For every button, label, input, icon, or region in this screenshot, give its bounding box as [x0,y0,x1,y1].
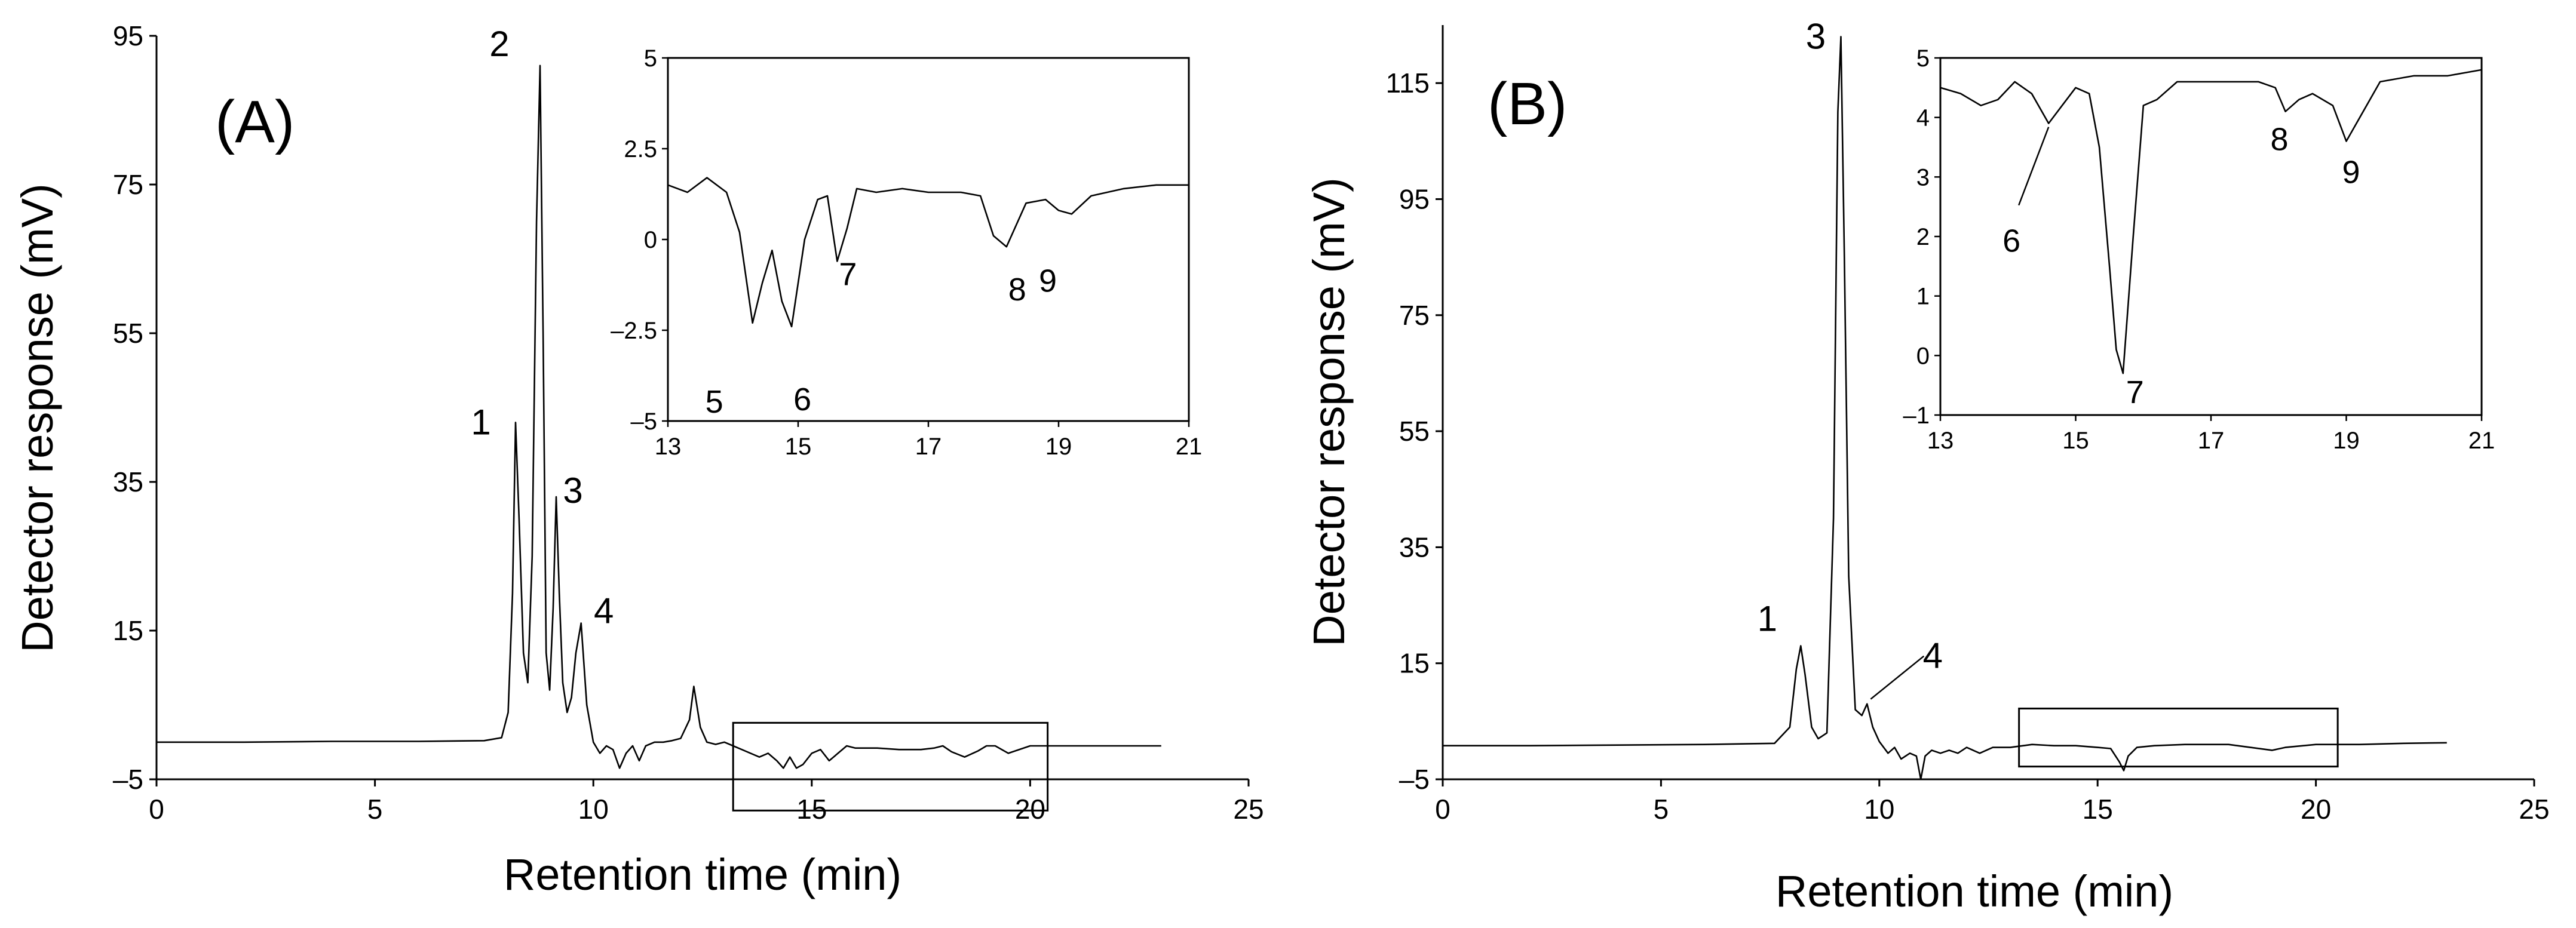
inset-y-tick-label: 2 [1916,224,1930,250]
zoom-region-rect [732,721,1049,812]
inset-peak-label-7: 7 [2126,374,2144,410]
inset-y-tick-label: 0 [644,227,657,253]
panel-b-y-axis-title: Detector response (mV) [1304,177,1354,647]
y-tick-label: –5 [113,764,143,795]
peak-label-2: 2 [489,24,509,64]
panel-a-y-axis-title: Detector response (mV) [13,183,62,653]
y-tick-label: 15 [1399,648,1430,679]
y-tick-label: 95 [1399,183,1430,214]
x-tick-label: 10 [1864,794,1894,825]
inset-peak-label-6: 6 [2002,223,2020,259]
inset-x-tick-label: 19 [1045,434,1072,460]
y-tick-label: 55 [113,318,143,349]
inset-peak-label-6: 6 [793,382,811,417]
panel-b-peak-labels: 1 3 4 [1758,16,1943,700]
inset-y-tick-label: 4 [1916,105,1930,131]
peak-label-4: 4 [1923,636,1943,676]
x-tick-label: 15 [2083,794,2113,825]
panel-b-zoom-box [2018,707,2339,768]
panel-b-x-ticks: 0 5 10 15 20 25 [1435,779,2550,825]
inset-x-tick-label: 17 [2198,428,2225,454]
inset-y-tick-label: 5 [644,45,657,72]
panel-b-x-axis-title: Retention time (min) [1775,866,2173,916]
y-tick-label: 75 [113,169,143,200]
y-tick-label: 15 [113,615,143,646]
y-tick-label: 95 [113,20,143,51]
inset-x-tick-label: 15 [2062,428,2089,454]
x-tick-label: 25 [2519,794,2549,825]
x-tick-label: 5 [367,794,383,825]
x-tick-label: 20 [1015,794,1045,825]
x-tick-label: 0 [149,794,164,825]
peak-label-3: 3 [1806,16,1826,56]
panel-b-y-ticks: –5 15 35 55 75 95 115 [1386,67,1443,795]
panel-b-inset: –1 0 1 2 3 4 5 13 15 17 19 21 6 7 8 9 [1903,45,2495,454]
panel-b-letter: (B) [1488,70,1567,137]
inset-chromatogram-line [1940,69,2482,374]
y-tick-label: 35 [1399,531,1430,563]
panel-a-letter: (A) [215,88,295,155]
panel-a-inset: –5 –2.5 0 2.5 5 13 15 17 19 21 5 6 7 8 9 [611,45,1202,460]
inset-peak-label-9: 9 [1039,263,1057,299]
inset-y-tick-label: –2.5 [611,318,657,344]
x-tick-label: 25 [1233,794,1264,825]
inset-peak-leader-line [2018,127,2050,206]
panel-b-axes-frame [1442,25,2534,780]
x-tick-label: 0 [1435,794,1450,825]
inset-y-tick-label: 1 [1916,284,1930,310]
zoom-region-rect [2018,707,2339,768]
y-tick-label: –5 [1399,764,1430,795]
inset-x-tick-label: 21 [1176,434,1203,460]
inset-x-tick-label: 19 [2333,428,2360,454]
y-tick-label: 75 [1399,300,1430,331]
peak-label-4: 4 [594,591,614,631]
x-tick-label: 10 [578,794,609,825]
peak-leader-line [1870,655,1925,700]
y-tick-label: 35 [113,466,143,497]
inset-x-tick-label: 15 [785,434,812,460]
inset-x-tick-label: 21 [2468,428,2495,454]
inset-frame [667,57,1190,422]
panel-a-x-ticks: 0 5 10 15 20 25 [149,779,1264,825]
panel-a-trace [157,64,1161,769]
y-tick-label: 115 [1386,67,1430,99]
inset-x-tick-label: 17 [915,434,942,460]
peak-label-1: 1 [471,402,490,442]
inset-y-tick-label: 5 [1916,45,1930,72]
panel-a-axes-frame [155,36,1249,780]
inset-x-tick-label: 13 [1927,428,1954,454]
panel-a-x-axis-title: Retention time (min) [504,850,901,899]
inset-y-tick-label: –1 [1903,402,1930,429]
x-tick-label: 5 [1654,794,1669,825]
x-tick-label: 15 [796,794,827,825]
inset-peak-label-7: 7 [839,256,857,292]
y-tick-label: 55 [1399,416,1430,447]
chromatogram-line [1443,36,2447,780]
peak-label-3: 3 [563,471,582,511]
chromatogram-line [157,64,1161,769]
inset-y-tick-label: 2.5 [624,136,657,162]
panel-a-zoom-box [732,721,1049,812]
panel-a-y-ticks: –5 15 35 55 75 95 [113,20,157,795]
inset-y-tick-label: –5 [631,408,658,435]
panel-b-trace [1443,36,2447,780]
inset-peak-label-8: 8 [1008,272,1026,308]
inset-x-tick-label: 13 [655,434,682,460]
inset-frame [1939,57,2483,416]
inset-chromatogram-line [667,177,1189,328]
panel-a-peak-labels: 1 2 3 4 [471,24,614,631]
inset-y-tick-label: 3 [1916,164,1930,190]
inset-y-tick-label: 0 [1916,343,1930,369]
x-tick-label: 20 [2301,794,2331,825]
inset-peak-label-5: 5 [706,384,723,420]
inset-peak-label-9: 9 [2342,155,2360,190]
inset-peak-label-8: 8 [2271,122,2289,158]
peak-label-1: 1 [1758,599,1777,639]
